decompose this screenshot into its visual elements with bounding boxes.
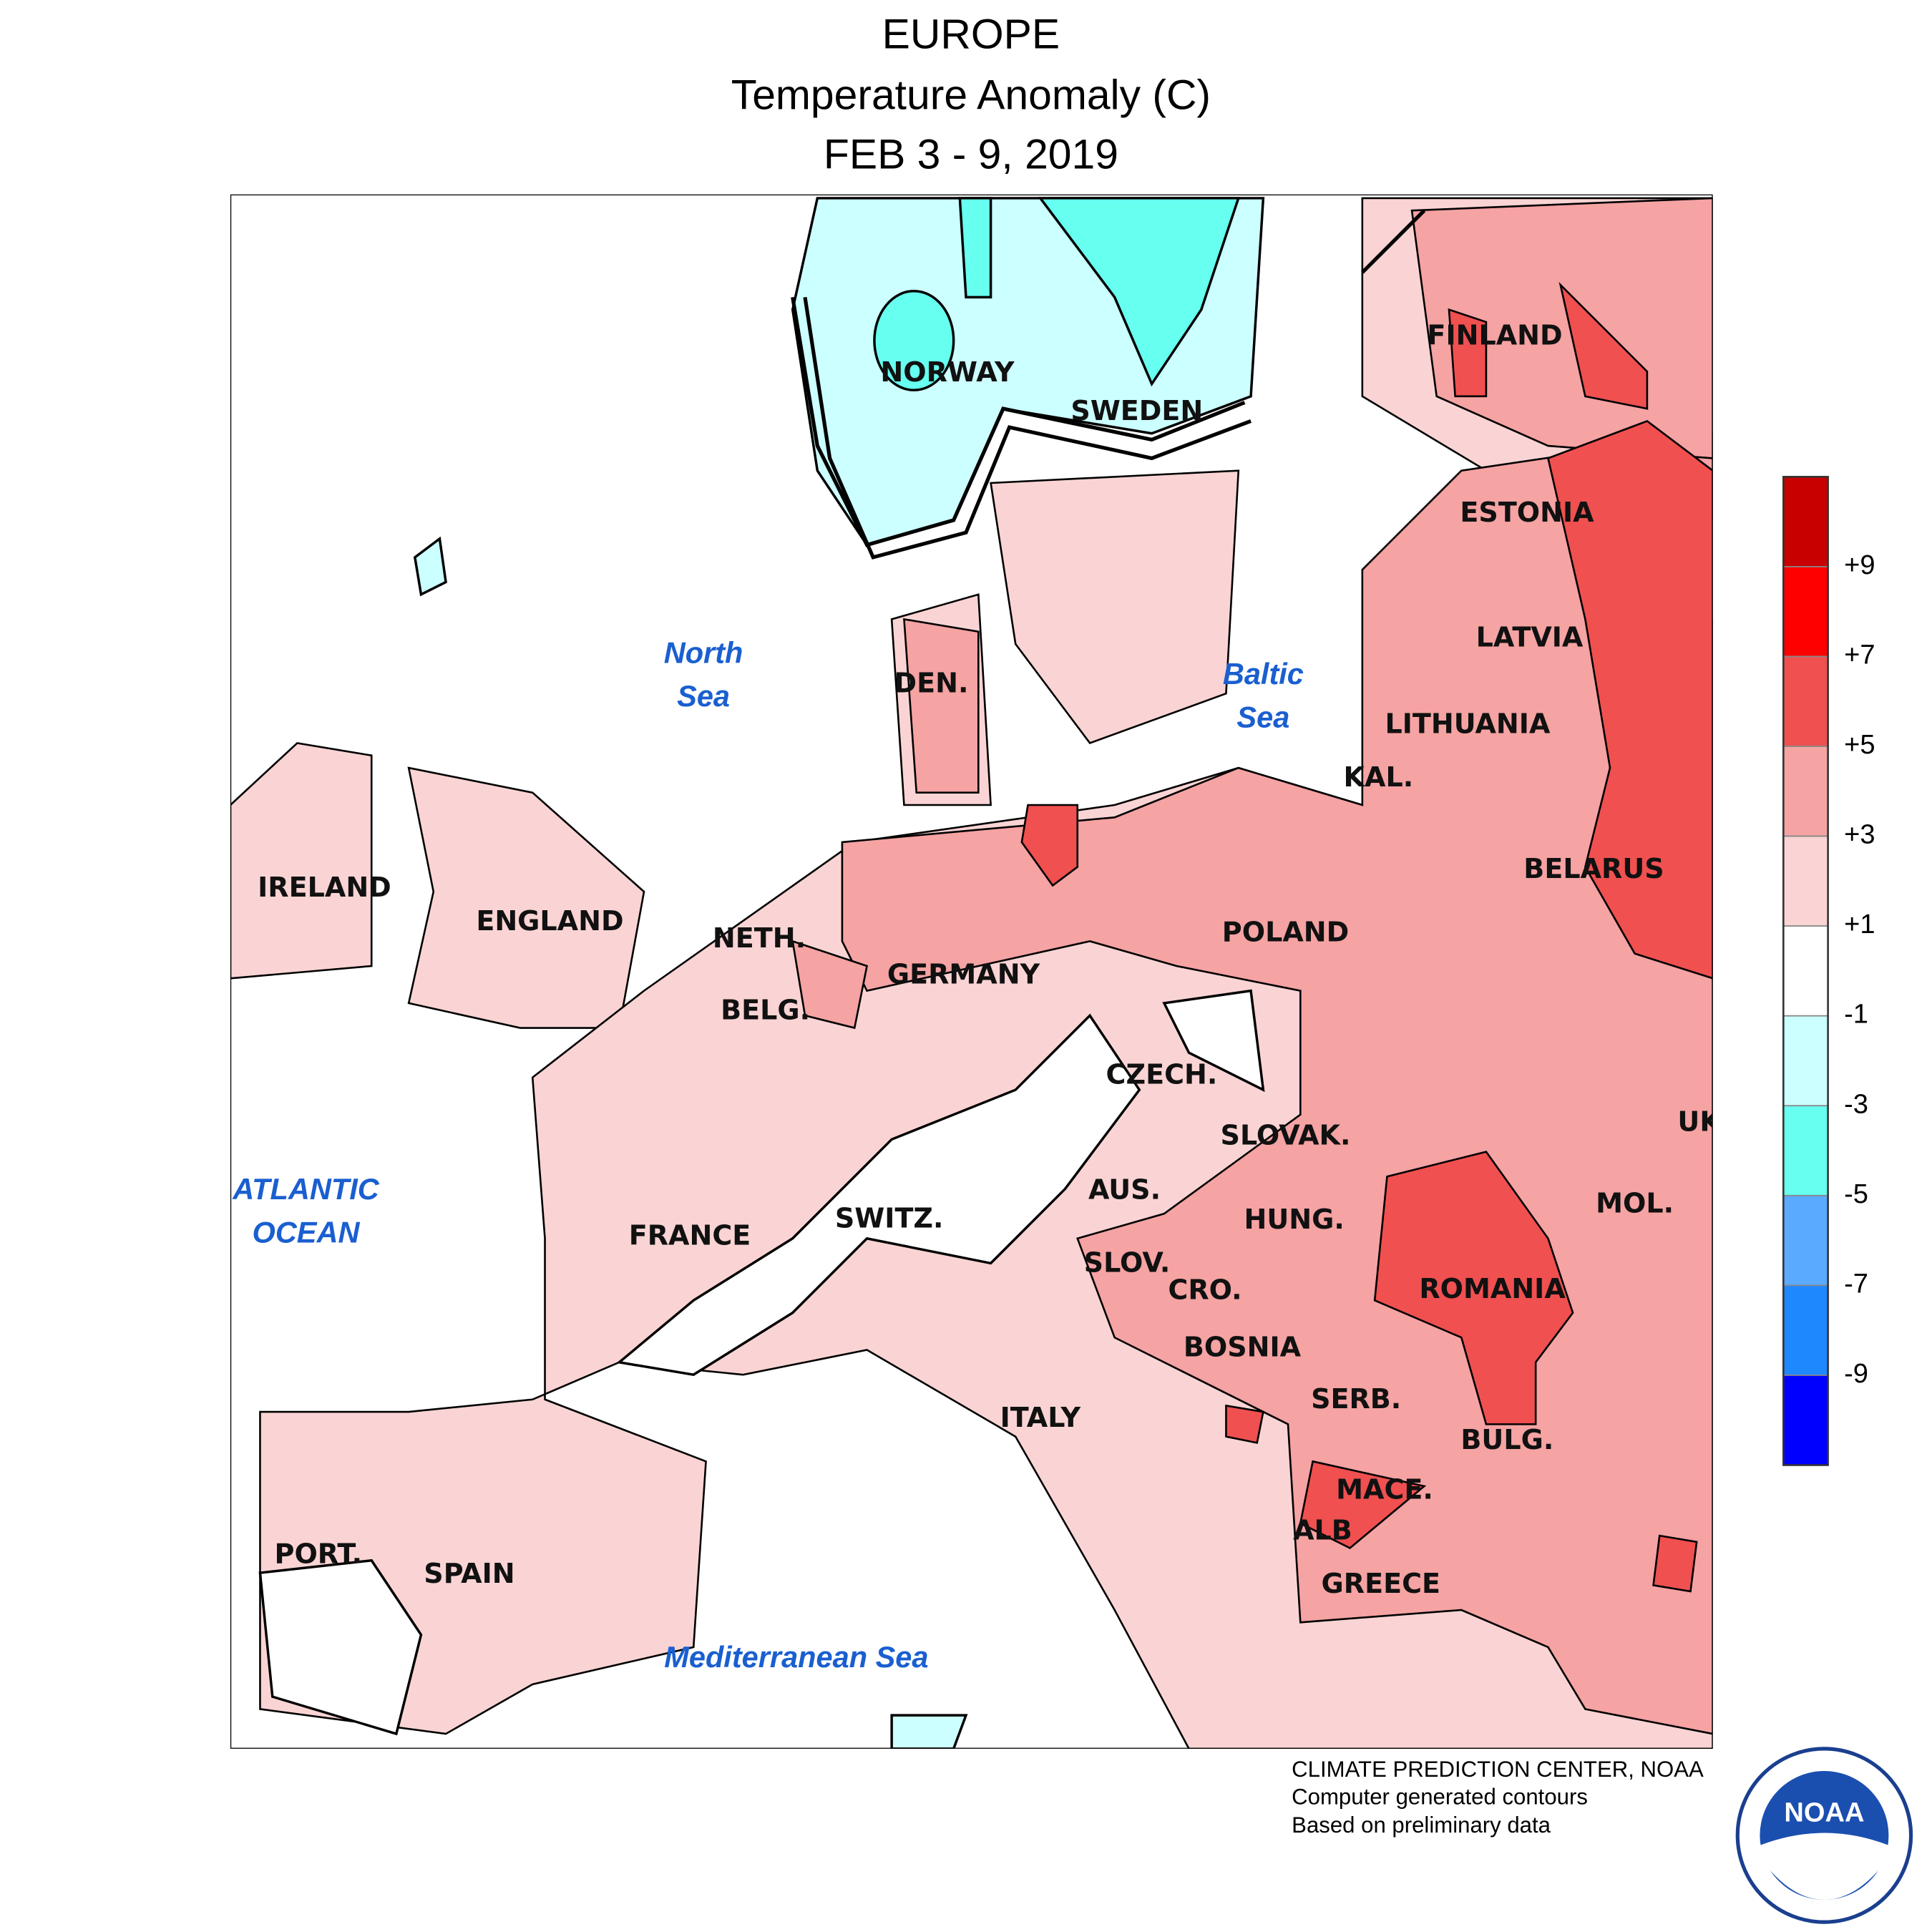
country-label: ROMANIA — [1419, 1273, 1566, 1304]
color-legend: +9 +7 +5 +3 +1 -1 -3 -5 -7 -9 — [1782, 476, 1875, 1466]
subtitle: Temperature Anomaly (C) — [731, 72, 1211, 118]
sea-label: Mediterranean Sea — [664, 1640, 928, 1674]
legend-swatch — [1782, 1015, 1829, 1107]
period: FEB 3 - 9, 2019 — [824, 131, 1118, 177]
legend-swatch — [1782, 566, 1829, 658]
country-label: MOL. — [1596, 1188, 1674, 1219]
legend-swatch — [1782, 925, 1829, 1017]
legend-label: -5 — [1844, 1179, 1868, 1209]
country-label: ENGLAND — [476, 905, 623, 937]
legend-swatch — [1782, 1194, 1829, 1287]
country-label: GERMANY — [887, 958, 1040, 990]
footer-line: Computer generated contours — [1292, 1784, 1588, 1809]
country-label: UK — [1677, 1106, 1722, 1137]
country-label: FINLAND — [1427, 319, 1562, 351]
legend-label: +3 — [1844, 820, 1875, 850]
legend-label: -3 — [1844, 1089, 1868, 1119]
legend-swatch — [1782, 1105, 1829, 1196]
legend-swatch — [1782, 476, 1829, 567]
legend-label: -1 — [1844, 1000, 1868, 1030]
country-label: SLOV. — [1084, 1247, 1171, 1279]
legend-label: -9 — [1844, 1359, 1868, 1389]
country-label: ESTONIA — [1460, 497, 1594, 528]
footer-line: CLIMATE PREDICTION CENTER, NOAA — [1292, 1757, 1704, 1782]
noaa-logo: NOAA — [1735, 1747, 1913, 1924]
legend-label: -7 — [1844, 1269, 1868, 1299]
title: EUROPE — [882, 11, 1060, 57]
sea-label: Sea — [1236, 701, 1289, 734]
logo-text: NOAA — [1784, 1798, 1864, 1828]
country-label: HUNG. — [1244, 1204, 1344, 1235]
country-label: FRANCE — [629, 1220, 751, 1252]
sea-label: Baltic — [1223, 657, 1304, 691]
legend-frame — [1782, 476, 1829, 1466]
country-label: SLOVAK. — [1221, 1119, 1351, 1151]
legend-label: +1 — [1844, 909, 1875, 940]
country-label: SWEDEN — [1070, 395, 1203, 426]
country-label: ALB — [1293, 1514, 1352, 1546]
country-label: IRELAND — [258, 872, 391, 903]
country-label: BELG. — [721, 995, 810, 1026]
country-label: BELARUS — [1523, 853, 1664, 884]
sea-label: OCEAN — [253, 1216, 361, 1249]
legend-swatch — [1782, 746, 1829, 837]
footer-line: Based on preliminary data — [1292, 1813, 1551, 1838]
country-label: BOSNIA — [1184, 1331, 1302, 1362]
legend-label: +7 — [1844, 640, 1875, 670]
legend-label: +5 — [1844, 730, 1875, 760]
country-label: NORWAY — [880, 356, 1015, 388]
legend-swatch — [1782, 655, 1829, 747]
anomaly-red — [1020, 282, 1713, 1593]
footer: CLIMATE PREDICTION CENTER, NOAA Computer… — [1292, 1747, 1913, 1924]
country-label: CRO. — [1168, 1274, 1241, 1306]
sea-label: North — [664, 636, 743, 670]
zero-contour — [791, 209, 1426, 560]
map-area: NORWAY SWEDEN FINLAND ESTONIA LATVIA LITHUANI… — [230, 194, 1722, 1749]
country-label: AUS. — [1088, 1174, 1161, 1205]
country-label: KAL. — [1344, 761, 1414, 793]
country-label: ITALY — [1000, 1402, 1081, 1433]
country-label: PORT. — [275, 1538, 363, 1569]
legend-swatch — [1782, 1284, 1829, 1376]
sea-label: ATLANTIC — [232, 1172, 379, 1206]
country-label: NETH. — [713, 922, 806, 954]
sea-label: Sea — [677, 679, 730, 713]
country-label: LITHUANIA — [1385, 708, 1551, 740]
country-label: SWITZ. — [835, 1202, 944, 1234]
country-label: BULG. — [1460, 1424, 1553, 1455]
country-label: SERB. — [1311, 1383, 1401, 1415]
legend-label: +9 — [1844, 550, 1875, 580]
country-label: LATVIA — [1476, 622, 1584, 653]
legend-swatch — [1782, 1375, 1829, 1466]
legend-swatch — [1782, 835, 1829, 927]
country-label: SPAIN — [424, 1558, 514, 1589]
anomaly-near-zero — [258, 989, 1265, 1736]
country-label: GREECE — [1322, 1568, 1440, 1599]
country-label: POLAND — [1222, 917, 1349, 948]
country-label: DEN. — [894, 668, 969, 699]
country-label: CZECH. — [1106, 1059, 1218, 1091]
anomaly-cyan — [413, 197, 1265, 1749]
country-label: MACE. — [1336, 1473, 1433, 1505]
